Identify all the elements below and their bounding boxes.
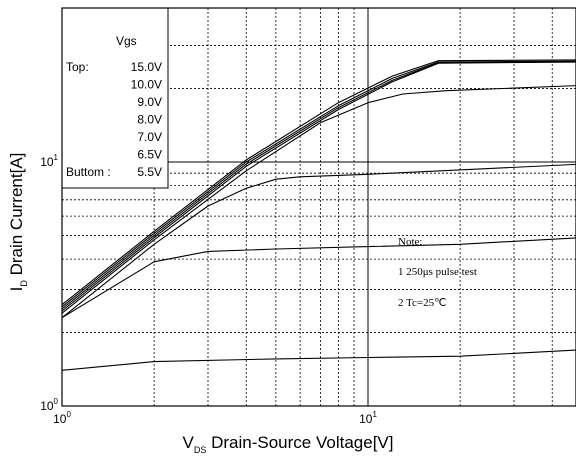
note-line-1: 1 250μs pulse test	[398, 266, 477, 278]
plot-frame	[61, 7, 576, 407]
x-tick-label-1: 101	[359, 410, 377, 426]
x-axis-title: VDS Drain-Source Voltage[V]	[183, 433, 394, 455]
series-line-1	[61, 60, 576, 308]
x-tick-label-0: 100	[53, 410, 71, 426]
series-layer	[61, 59, 576, 371]
y-tick-label-1: 101	[40, 153, 58, 169]
series-line-5	[61, 163, 576, 319]
legend-row-prefix-6: Buttom :	[66, 165, 111, 179]
note-line-2: 2 Tc=25℃	[398, 297, 446, 309]
legend-row-value-0: 15.0V	[131, 60, 162, 74]
note-annotation: Note: 1 250μs pulse test 2 Tc=25℃	[398, 236, 477, 309]
legend-box	[61, 7, 169, 189]
legend: Vgs Top: 15.0V 10.0V 9.0V 8.0V 7.0V 6.5V Buttom…	[61, 7, 169, 189]
legend-row-value-4: 7.0V	[137, 130, 162, 144]
legend-row-value-5: 6.5V	[137, 148, 162, 162]
legend-row-value-6: 5.5V	[137, 165, 162, 179]
y-axis-title: ID Drain Current[A]	[7, 153, 29, 292]
series-line-4	[61, 85, 576, 314]
legend-row-prefix-0: Top:	[66, 60, 89, 74]
series-line-3	[61, 61, 576, 312]
tick-labels: 100 101 100 101	[40, 153, 377, 426]
series-line-7	[61, 349, 576, 371]
legend-row-value-2: 9.0V	[137, 95, 162, 109]
legend-row-value-3: 8.0V	[137, 113, 162, 127]
series-line-6	[61, 237, 576, 319]
series-line-0	[61, 59, 576, 306]
y-tick-label-0: 100	[40, 397, 58, 413]
legend-row-value-1: 10.0V	[131, 78, 162, 92]
note-line-0: Note:	[398, 236, 422, 248]
legend-header: Vgs	[116, 34, 137, 48]
